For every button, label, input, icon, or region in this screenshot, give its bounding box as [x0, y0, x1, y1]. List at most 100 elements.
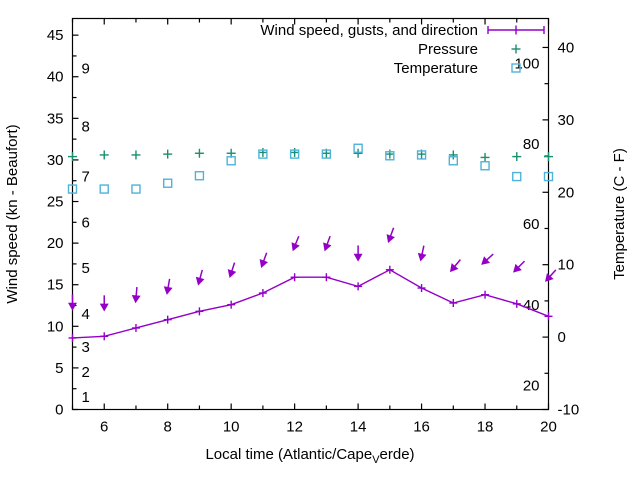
temperature-point — [543, 171, 554, 182]
wind-speed-point — [385, 265, 394, 274]
pressure-point — [512, 152, 522, 162]
x-tick-label: 12 — [286, 419, 303, 436]
wind-direction-arrow — [259, 252, 269, 268]
beaufort-scale-labels: 1 2 3 4 5 6 7 8 9 — [82, 60, 90, 406]
y-tick-label: 15 — [47, 277, 64, 294]
y-tick-label: 45 — [47, 27, 64, 44]
x-tick-label: 20 — [540, 419, 557, 436]
wind-direction-arrow — [68, 294, 77, 311]
wind-speed-point — [227, 300, 236, 309]
beaufort-label: 4 — [82, 306, 90, 323]
wind-speed-point — [354, 282, 363, 291]
x-tick-label: 18 — [477, 419, 494, 436]
temperature-series — [67, 143, 554, 194]
temperature-point — [321, 149, 332, 159]
pressure-point — [544, 152, 553, 162]
beaufort-label: 6 — [82, 214, 90, 231]
beaufort-label: 9 — [82, 60, 90, 77]
x-axis-title: Local time (Atlantic/CapeVerde) — [205, 446, 414, 466]
x-tick-label: 6 — [100, 419, 108, 436]
x-tick-label: 10 — [223, 419, 240, 436]
legend-label-line-plus: Wind speed, gusts, and direction — [260, 22, 478, 39]
fahrenheit-label: 20 — [523, 378, 540, 395]
pressure-point — [194, 148, 204, 158]
fahrenheit-label: 100 — [514, 55, 539, 72]
beaufort-label: 3 — [82, 339, 90, 356]
y2-tick-label: 20 — [558, 184, 575, 201]
beaufort-label: 7 — [82, 169, 90, 186]
wind-speed-point — [449, 299, 458, 308]
wind-direction-arrow — [386, 227, 395, 244]
wind-direction-arrow — [163, 278, 173, 295]
y-tick-label: 0 — [55, 402, 63, 419]
beaufort-label: 5 — [82, 260, 90, 277]
wind-direction-arrow — [417, 245, 427, 262]
wind-speed-point — [512, 299, 521, 308]
x-tick-label: 16 — [413, 419, 430, 436]
wind-speed-point — [258, 289, 267, 298]
y2-axis-ticks: -10 0 10 20 30 40 — [542, 39, 580, 419]
temperature-point — [480, 161, 490, 171]
wind-speed-point — [417, 284, 426, 293]
fahrenheit-label: 40 — [523, 297, 540, 314]
fahrenheit-label: 80 — [523, 136, 540, 153]
temperature-point — [512, 171, 522, 182]
pressure-point — [131, 150, 141, 160]
wind-direction-arrow — [353, 245, 363, 262]
wind-speed-line — [72, 268, 549, 339]
fahrenheit-scale-labels: 20 40 60 80 100 — [514, 55, 539, 394]
plot-frame — [71, 17, 550, 411]
x-tick-label: 8 — [164, 419, 172, 436]
x-tick-label: 14 — [350, 419, 367, 436]
fahrenheit-label: 60 — [523, 216, 540, 233]
legend-label-square: Temperature — [394, 60, 478, 77]
wind-speed-point — [68, 333, 77, 342]
temperature-point — [67, 184, 78, 194]
y-tick-label: 30 — [47, 152, 64, 169]
wind-direction-arrow — [545, 269, 557, 282]
y2-tick-label: 30 — [558, 112, 575, 129]
temperature-point — [258, 149, 268, 159]
pressure-point — [68, 152, 77, 162]
pressure-point — [163, 149, 173, 159]
temperature-point — [226, 156, 236, 166]
y2-tick-label: 10 — [558, 257, 575, 274]
y2-tick-label: -10 — [558, 402, 580, 419]
pressure-point — [353, 148, 363, 158]
y2-axis-title: Temperature (C - F) — [611, 148, 628, 280]
y-axis-title: Wind speed (kn - Beaufort) — [4, 124, 21, 303]
wind-direction-arrow — [449, 259, 461, 273]
temperature-point — [448, 156, 458, 166]
pressure-point — [480, 152, 490, 162]
pressure-point — [99, 150, 109, 160]
wind-direction-arrow — [131, 286, 141, 304]
beaufort-label: 2 — [82, 364, 90, 381]
wind-speed-point — [100, 332, 109, 341]
wind-direction-arrow — [323, 235, 332, 252]
y-tick-label: 40 — [47, 69, 64, 86]
pressure-point — [448, 150, 458, 160]
wind-speed-point — [163, 315, 172, 324]
wind-direction-arrow — [291, 235, 300, 252]
wind-direction-arrow — [99, 295, 109, 312]
temperature-point — [99, 184, 109, 194]
y-tick-label: 35 — [47, 110, 64, 127]
legend-square-icon — [511, 63, 521, 73]
y2-tick-label: 40 — [558, 39, 575, 56]
y-tick-label: 20 — [47, 235, 64, 252]
temperature-point — [162, 178, 173, 188]
temperature-point — [353, 143, 363, 153]
y-tick-label: 5 — [55, 360, 63, 377]
wind-direction-arrow — [481, 253, 494, 265]
y2-tick-label: 0 — [558, 329, 566, 346]
wind-speed-series — [68, 265, 553, 342]
beaufort-label: 1 — [82, 389, 90, 406]
wind-speed-point — [544, 312, 553, 321]
wind-speed-point — [481, 290, 490, 299]
temperature-point — [416, 150, 427, 160]
temperature-point — [194, 171, 205, 181]
legend-label-plus: Pressure — [418, 41, 478, 58]
wind-speed-point — [131, 323, 140, 332]
